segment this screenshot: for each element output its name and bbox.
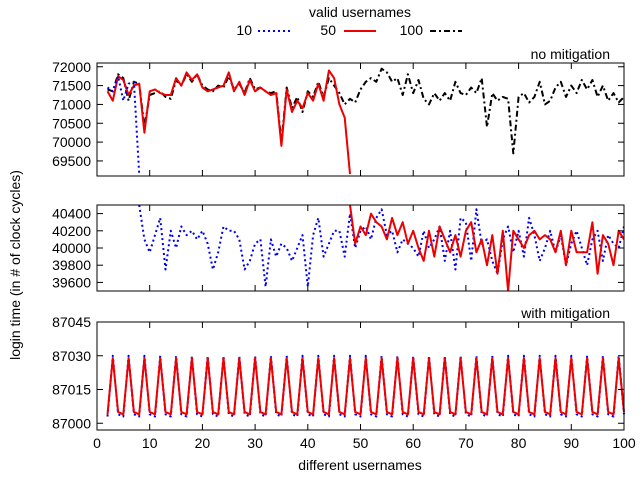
x-tick-label: 70 [458,435,474,451]
legend: valid usernames 10 50 100 [236,4,462,38]
x-tick-label: 10 [142,435,158,451]
x-tick-label: 80 [511,435,527,451]
y-tick-label: 40400 [52,206,91,222]
y-tick-label: 39800 [52,257,91,273]
y-tick-label: 39600 [52,274,91,290]
legend-label-50: 50 [320,22,336,38]
y-tick-label: 71000 [52,96,91,112]
y-tick-label: 40200 [52,223,91,239]
y-tick-label: 69500 [52,153,91,169]
series-line-10 [106,75,141,175]
x-tick-label: 50 [353,435,369,451]
y-tick-label: 87045 [52,314,91,330]
x-tick-label: 100 [612,435,636,451]
x-tick-label: 30 [247,435,263,451]
y-tick-label: 70000 [52,134,91,150]
legend-label-100: 100 [400,22,424,38]
y-tick-label: 71500 [52,78,91,94]
series-line-100 [107,67,624,155]
y-tick-label: 40000 [52,240,91,256]
panel-1-series [138,205,624,291]
legend-entries: 10 50 100 [236,22,462,38]
panel-1-frame [96,204,625,292]
panel-title: with mitigation [520,305,610,321]
y-tick-label: 87015 [52,382,91,398]
y-tick-label: 70500 [52,115,91,131]
series-line-50 [106,69,351,175]
y-tick-label: 87030 [52,348,91,364]
legend-title: valid usernames [309,4,411,20]
panel-2-series [106,354,625,418]
legend-label-10: 10 [236,22,252,38]
x-axis: 0 10 20 30 40 50 60 70 80 90 100 [93,435,636,451]
y-tick-label: 72000 [52,59,91,75]
series-line-50 [349,205,624,291]
x-tick-label: 20 [195,435,211,451]
x-axis-title: different usernames [298,457,421,473]
panel-with-mitigation: 87000 87015 87030 87045 with mitigation [52,305,625,431]
y-tick-label: 87000 [52,415,91,431]
panel-no-mitigation: 69500 70000 70500 71000 71500 72000 no mitigat… [52,46,625,177]
x-tick-label: 90 [564,435,580,451]
x-tick-label: 60 [405,435,421,451]
panel-title: no mitigation [531,46,610,62]
x-tick-label: 0 [93,435,101,451]
x-tick-label: 40 [300,435,316,451]
panel-0-series [106,67,624,175]
series-line-50 [106,357,625,416]
series-line-10 [138,205,624,288]
y-axis-title: login time (in # of clock cycles) [7,170,23,360]
